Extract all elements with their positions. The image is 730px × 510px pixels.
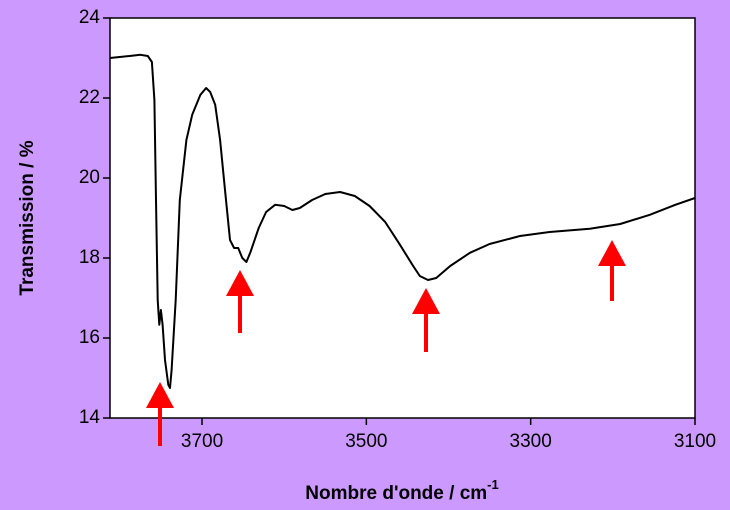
arrow-head <box>412 288 440 314</box>
plot-frame <box>109 17 696 419</box>
arrow-head <box>146 382 174 408</box>
arrow-head <box>598 240 626 266</box>
arrow-head <box>226 270 254 296</box>
plot-area <box>110 18 695 418</box>
x-tick-label: 3500 <box>345 431 387 452</box>
x-axis-title-main: Nombre d'onde / cm <box>305 483 487 504</box>
y-tick-label: 24 <box>79 7 101 28</box>
x-tick-label: 3700 <box>181 431 223 452</box>
spectrum-line <box>109 53 696 389</box>
y-tick-label: 22 <box>79 87 100 108</box>
y-axis-title: Transmission / % <box>17 140 38 295</box>
y-tick-label: 14 <box>79 407 101 428</box>
x-tick-label: 3300 <box>510 431 552 452</box>
x-axis-title-sup: -1 <box>487 477 499 492</box>
y-tick-label: 18 <box>79 247 100 268</box>
y-tick-label: 20 <box>79 167 100 188</box>
x-tick-label: 3100 <box>674 431 716 452</box>
x-axis-title: Nombre d'onde / cm-1 <box>305 477 498 504</box>
y-tick-label: 16 <box>79 327 100 348</box>
